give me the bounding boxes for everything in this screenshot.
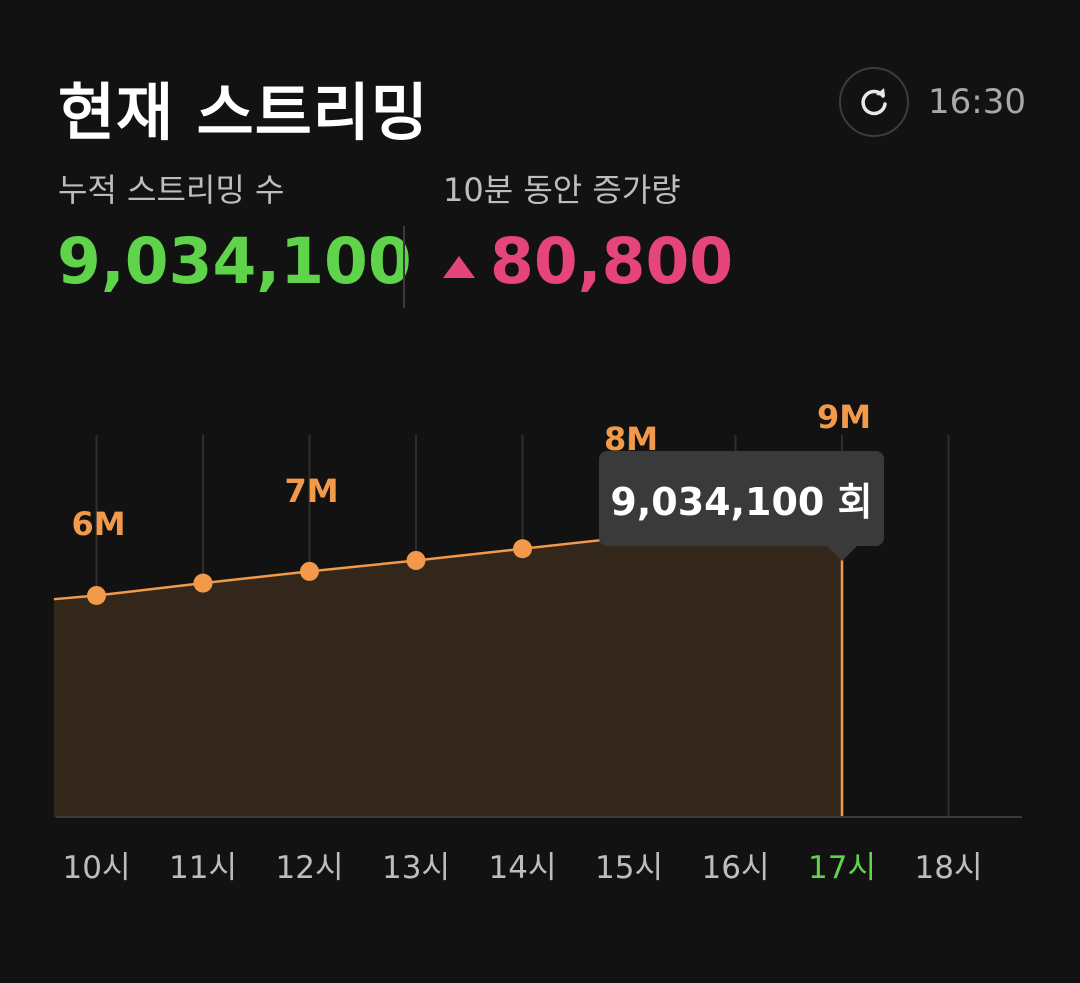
x-tick-label: 18시: [915, 850, 983, 886]
x-tick-label: 11시: [169, 850, 237, 886]
x-tick-label: 15시: [595, 850, 663, 886]
triangle-up-icon: [443, 256, 475, 278]
data-point: [193, 573, 213, 593]
x-tick-label: 17시: [808, 850, 876, 886]
stats-divider: [403, 226, 405, 308]
annotation-label: 9M: [817, 398, 871, 436]
update-time: 16:30: [928, 82, 1026, 122]
annotation-label: 7M: [284, 472, 338, 510]
page-title: 현재 스트리밍: [58, 76, 429, 149]
x-tick-label: 12시: [276, 850, 344, 886]
data-point: [300, 561, 319, 581]
data-point: [87, 586, 106, 606]
x-tick-label: 10시: [63, 850, 131, 886]
increase-label: 10분 동안 증가량: [443, 171, 681, 209]
increase-value: 80,800: [490, 225, 734, 298]
total-streams-value: 9,034,100: [57, 225, 412, 298]
x-tick-label: 16시: [702, 850, 770, 886]
data-point: [406, 550, 426, 570]
refresh-button[interactable]: [839, 67, 909, 137]
chart-tooltip: 9,034,100 회: [599, 451, 884, 546]
x-tick-label: 14시: [489, 850, 557, 886]
tooltip-arrow: [826, 545, 858, 561]
total-streams-label: 누적 스트리밍 수: [58, 171, 285, 209]
data-point: [513, 539, 532, 559]
refresh-icon: [861, 88, 887, 116]
x-tick-label: 13시: [382, 850, 450, 886]
annotation-label: 6M: [71, 505, 125, 543]
area-fill: [53, 513, 842, 817]
